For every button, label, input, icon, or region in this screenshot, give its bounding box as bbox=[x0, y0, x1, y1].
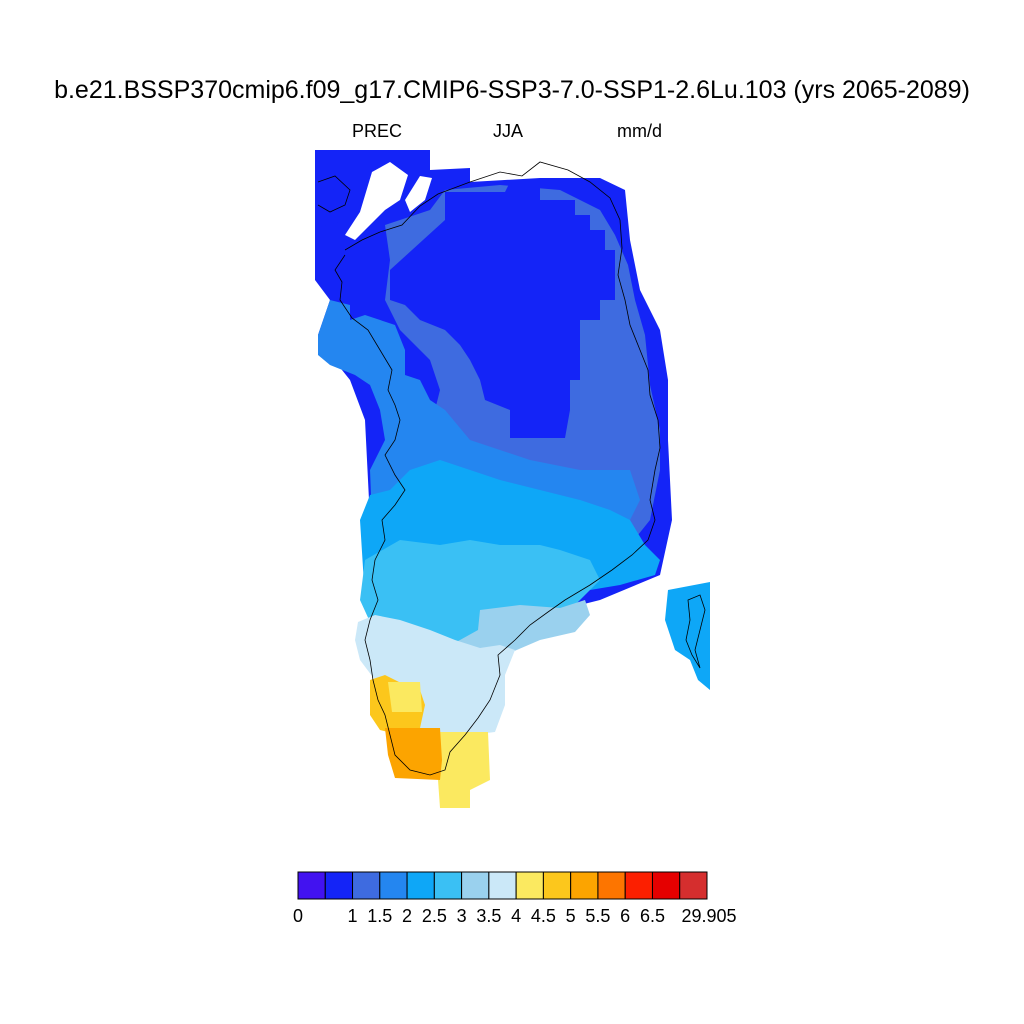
colorbar-bin bbox=[624, 871, 653, 900]
colorbar-tick-label: 6.5 bbox=[639, 906, 665, 926]
map-zone-southern-tip-orange bbox=[385, 728, 442, 780]
colorbar-bin bbox=[515, 871, 544, 900]
colorbar-tick-label: 4 bbox=[511, 906, 522, 926]
colorbar-tick-label: 29.905 bbox=[681, 906, 737, 926]
colorbar-bin bbox=[597, 871, 626, 900]
colorbar-bin bbox=[406, 871, 435, 900]
colorbar-tick-label: 1 bbox=[347, 906, 358, 926]
colorbar-bin bbox=[352, 871, 381, 900]
colorbar-bin bbox=[297, 871, 326, 900]
colorbar-bin bbox=[679, 871, 708, 900]
colorbar-tick-label: 1.5 bbox=[367, 906, 393, 926]
colorbar-bin bbox=[542, 871, 572, 900]
ocean-gap bbox=[405, 176, 432, 212]
colorbar-tick-label: 4.5 bbox=[530, 906, 556, 926]
coastline-outline bbox=[317, 161, 661, 776]
ocean-gap bbox=[345, 162, 408, 240]
colorbar-bin bbox=[461, 871, 490, 900]
colorbar-tick-label: 2 bbox=[402, 906, 413, 926]
colorbar-bin bbox=[379, 871, 408, 900]
colorbar-tick-label: 6 bbox=[620, 906, 631, 926]
colorbar-tick-label: 3 bbox=[456, 906, 467, 926]
colorbar-tick-label: 5 bbox=[565, 906, 576, 926]
colorbar-bin bbox=[433, 871, 463, 900]
map-zone-northwest-corner bbox=[315, 188, 340, 228]
colorbar-bin bbox=[570, 871, 599, 900]
colorbar-tick-label: 3.5 bbox=[476, 906, 502, 926]
colorbar-bin bbox=[324, 871, 354, 900]
colorbar-bin bbox=[651, 871, 681, 900]
colorbar-tick-label: 5.5 bbox=[585, 906, 611, 926]
colorbar-tick-label: 2.5 bbox=[421, 906, 447, 926]
variable-label: PREC bbox=[352, 121, 403, 141]
colorbar-bin bbox=[488, 871, 517, 900]
units-label: mm/d bbox=[617, 121, 662, 141]
map-zone-northern-interior-core bbox=[390, 182, 615, 438]
coastline-outline bbox=[685, 594, 706, 669]
map-title: b.e21.BSSP370cmip6.f09_g17.CMIP6-SSP3-7.… bbox=[54, 76, 970, 104]
colorbar-tick-label: 0 bbox=[292, 906, 304, 926]
map-zone-southern-tip-yellow bbox=[388, 682, 490, 808]
season-label: JJA bbox=[493, 121, 524, 141]
